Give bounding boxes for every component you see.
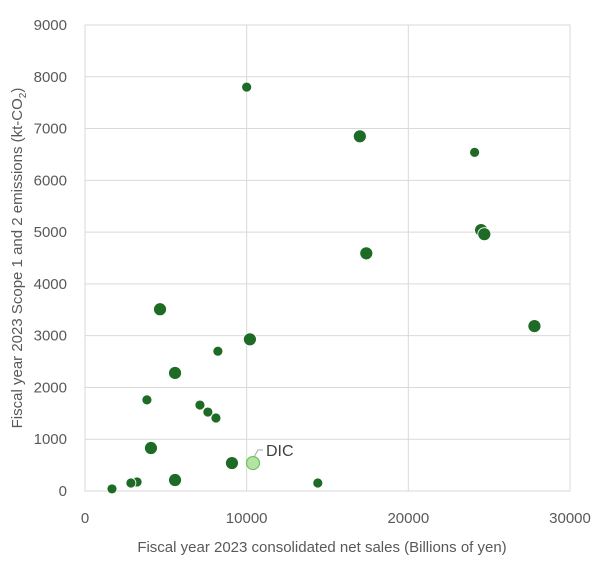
plot-area-border [84,24,571,492]
data-point[interactable] [352,129,367,144]
data-point[interactable] [168,473,182,487]
highlight-group: DIC [245,443,294,471]
data-point[interactable] [194,399,206,411]
data-point[interactable] [153,302,167,317]
data-point[interactable] [225,456,239,470]
x-tick-label: 20000 [387,510,429,527]
y-tick-label: 6000 [34,172,67,189]
data-points [106,81,542,495]
y-axis-title-sub: 2 [18,92,29,98]
y-tick-label: 2000 [34,379,67,396]
x-tick-labels: 0 10000 20000 30000 [81,510,591,527]
data-point[interactable] [168,366,182,380]
data-point[interactable] [241,81,253,93]
data-point[interactable] [477,227,492,242]
y-tick-label: 1000 [34,431,67,448]
y-tick-label: 4000 [34,276,67,293]
x-tick-label: 30000 [549,510,591,527]
data-point[interactable] [527,319,542,333]
data-point[interactable] [202,406,214,418]
data-point[interactable] [210,412,222,424]
x-tick-label: 10000 [226,510,268,527]
data-point[interactable] [469,146,481,158]
data-point[interactable] [242,332,257,347]
data-point[interactable] [212,345,224,357]
y-tick-label: 3000 [34,328,67,345]
y-tick-label: 9000 [34,17,67,34]
y-tick-label: 7000 [34,121,67,138]
data-point[interactable] [359,246,374,261]
dic-point[interactable] [245,455,261,471]
gridlines [84,24,571,492]
x-tick-label: 0 [81,510,89,527]
data-point[interactable] [312,477,324,489]
data-point[interactable] [144,441,158,455]
y-axis-title-main: Fiscal year 2023 Scope 1 and 2 emissions… [9,98,26,428]
dic-leader-line [253,449,263,458]
y-tick-label: 5000 [34,224,67,241]
data-point[interactable] [106,483,118,495]
y-tick-label: 0 [59,483,67,500]
data-point[interactable] [141,394,153,406]
y-tick-labels: 0 1000 2000 3000 4000 5000 6000 7000 8000 9000 [34,17,67,500]
x-axis-title: Fiscal year 2023 consolidated net sales … [137,539,506,556]
data-point[interactable] [125,477,137,489]
y-axis-title-end: ) [9,88,26,93]
y-axis-title: Fiscal year 2023 Scope 1 and 2 emissions… [9,88,29,429]
dic-label: DIC [266,443,294,460]
y-tick-label: 8000 [34,69,67,86]
